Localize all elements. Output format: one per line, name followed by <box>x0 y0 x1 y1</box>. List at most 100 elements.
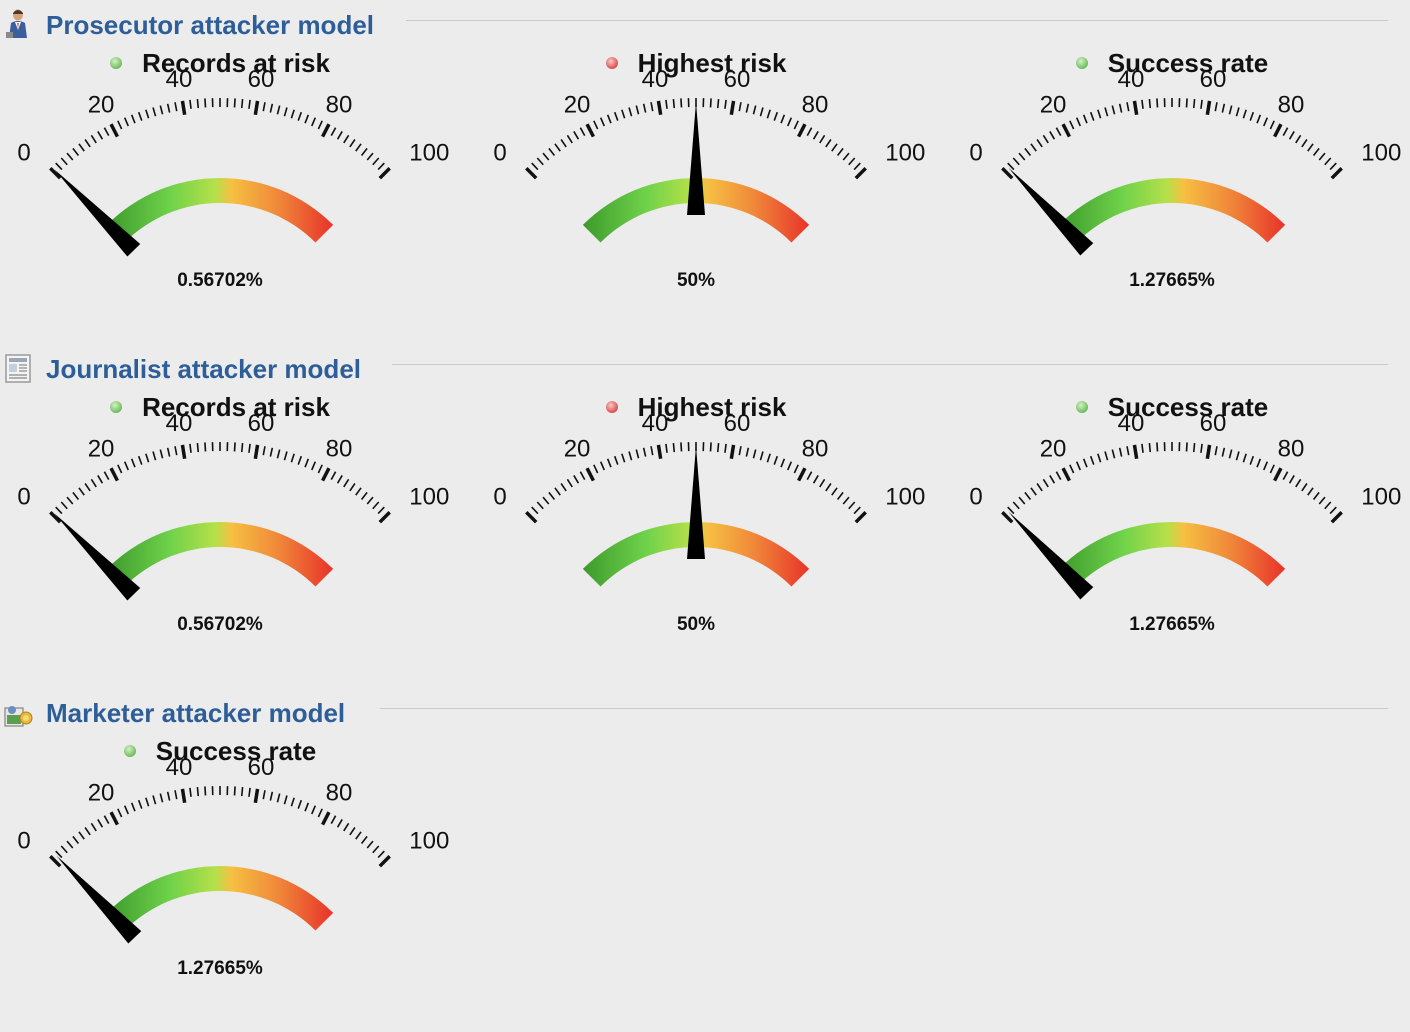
status-dot-icon <box>1076 57 1088 69</box>
minor-tick <box>318 121 322 129</box>
minor-tick <box>711 442 712 451</box>
minor-tick <box>132 459 135 467</box>
major-tick <box>323 812 329 824</box>
section-journalist: Journalist attacker model Records at ris… <box>0 344 1410 688</box>
minor-tick <box>718 443 719 452</box>
minor-tick <box>61 502 67 509</box>
tick-label: 20 <box>88 780 115 807</box>
gauge-value: 1.27665% <box>952 270 1392 292</box>
section-header: Journalist attacker model <box>0 344 1400 388</box>
minor-tick <box>312 118 316 126</box>
minor-tick <box>1098 454 1101 463</box>
minor-tick <box>1037 140 1042 147</box>
minor-tick <box>1314 492 1320 499</box>
minor-tick <box>1043 479 1048 487</box>
minor-tick <box>1229 106 1231 115</box>
major-tick <box>1332 168 1342 178</box>
minor-tick <box>125 118 129 126</box>
minor-tick <box>537 502 543 509</box>
minor-tick <box>378 507 384 514</box>
minor-tick <box>1077 118 1081 126</box>
minor-tick <box>305 115 308 123</box>
minor-tick <box>854 507 860 514</box>
minor-tick <box>118 809 122 817</box>
minor-tick <box>146 454 149 463</box>
minor-tick <box>1120 104 1122 113</box>
minor-tick <box>197 787 198 796</box>
tick-label: 80 <box>326 436 353 463</box>
minor-tick <box>832 144 837 151</box>
minor-tick <box>820 135 825 143</box>
minor-tick <box>197 99 198 108</box>
minor-tick <box>356 488 361 495</box>
minor-tick <box>567 479 572 487</box>
minor-tick <box>788 118 792 126</box>
minor-tick <box>549 492 555 499</box>
minor-tick <box>249 100 250 109</box>
minor-tick <box>1050 475 1055 483</box>
minor-tick <box>854 163 860 170</box>
minor-tick <box>56 507 62 514</box>
minor-tick <box>1120 448 1122 457</box>
minor-tick <box>344 135 349 143</box>
minor-tick <box>1025 492 1031 499</box>
minor-tick <box>270 792 272 801</box>
major-tick <box>111 468 117 480</box>
minor-tick <box>146 110 149 119</box>
major-tick <box>658 101 660 115</box>
minor-tick <box>1296 135 1301 143</box>
minor-tick <box>1264 118 1268 126</box>
minor-tick <box>1325 502 1331 509</box>
major-tick <box>1275 124 1281 136</box>
minor-tick <box>1201 100 1202 109</box>
minor-tick <box>1270 465 1274 473</box>
journalist-icon <box>4 352 32 382</box>
minor-tick <box>1257 115 1260 123</box>
minor-tick <box>367 497 373 504</box>
minor-tick <box>1149 443 1150 452</box>
minor-tick <box>205 98 206 107</box>
tick-label: 60 <box>724 66 751 93</box>
minor-tick <box>794 121 798 129</box>
minor-tick <box>190 788 191 797</box>
minor-tick <box>1127 102 1129 111</box>
minor-tick <box>139 112 142 120</box>
minor-tick <box>373 846 379 853</box>
minor-tick <box>1222 448 1224 457</box>
minor-tick <box>104 816 108 824</box>
minor-tick <box>681 98 682 107</box>
minor-tick <box>263 790 265 799</box>
minor-tick <box>331 816 335 824</box>
minor-tick <box>61 846 67 853</box>
minor-tick <box>249 444 250 453</box>
minor-tick <box>561 140 566 147</box>
minor-tick <box>615 456 618 464</box>
minor-tick <box>298 456 301 464</box>
minor-tick <box>160 106 162 115</box>
major-tick <box>587 124 593 136</box>
minor-tick <box>1187 442 1188 451</box>
major-tick <box>182 789 184 803</box>
minor-tick <box>284 796 287 805</box>
minor-tick <box>594 465 598 473</box>
minor-tick <box>718 99 719 108</box>
tick-label: 80 <box>802 92 829 119</box>
minor-tick <box>1031 488 1036 495</box>
tick-label: 60 <box>248 754 275 781</box>
tick-label: 60 <box>1200 66 1227 93</box>
minor-tick <box>1290 131 1295 139</box>
minor-tick <box>305 803 308 811</box>
minor-tick <box>91 823 96 831</box>
major-tick <box>1207 445 1209 459</box>
minor-tick <box>1091 112 1094 120</box>
minor-tick <box>1264 462 1268 470</box>
minor-tick <box>1098 110 1101 119</box>
section-title: Journalist attacker model <box>46 354 361 384</box>
minor-tick <box>814 475 819 483</box>
minor-tick <box>79 144 84 151</box>
tick-label: 100 <box>885 484 925 511</box>
minor-tick <box>1302 484 1307 491</box>
